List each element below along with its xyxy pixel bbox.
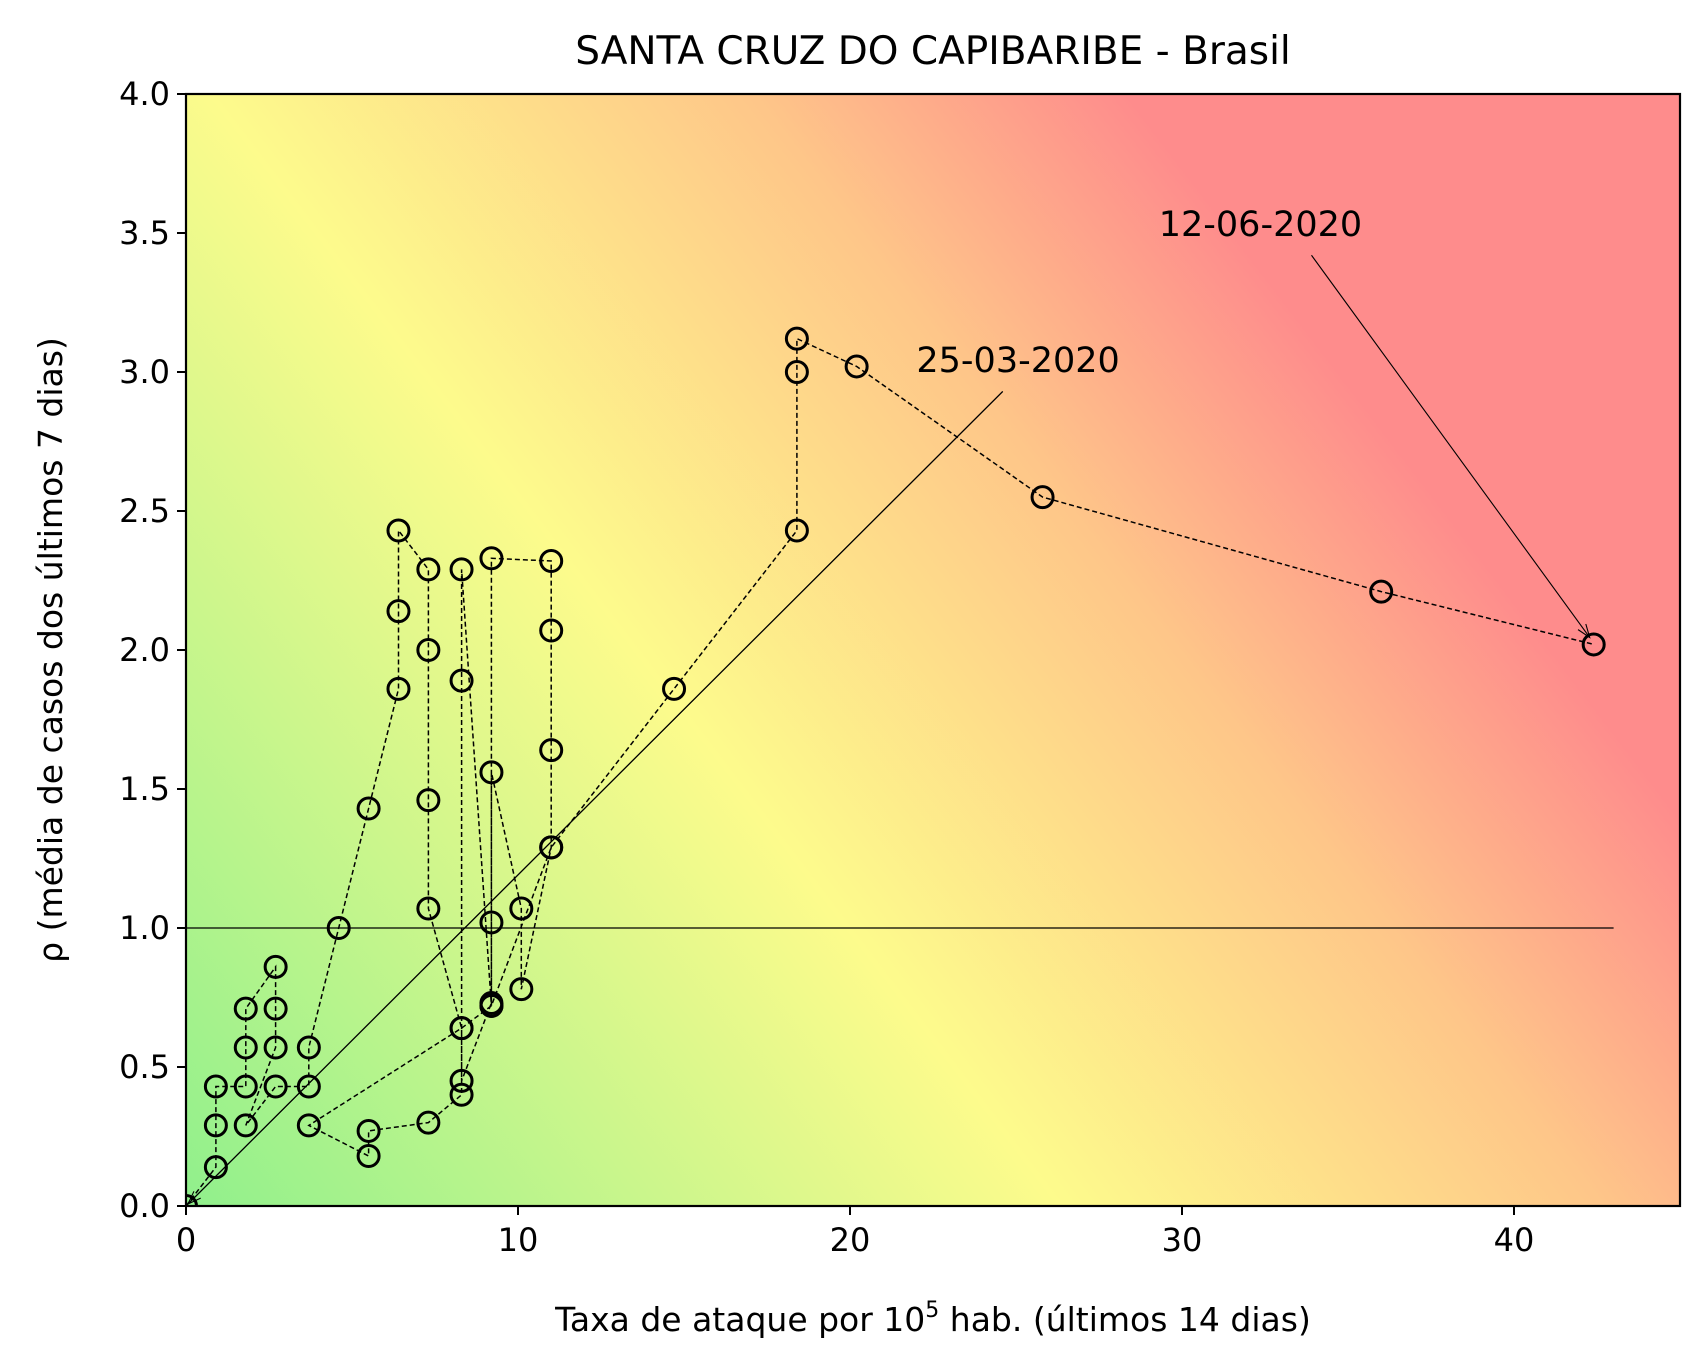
data-point (416, 1110, 441, 1135)
annotation-arrow-start-head (186, 1191, 201, 1206)
data-point (449, 1016, 474, 1041)
data-point (784, 360, 809, 384)
data-point (356, 796, 381, 821)
data-point (296, 1074, 321, 1099)
x-ticks: 0 10 20 30 40 (176, 1206, 1535, 1259)
data-point (1030, 485, 1055, 510)
data-point (539, 738, 564, 763)
x-tick-label: 0 (176, 1221, 196, 1259)
x-tick-label: 20 (830, 1221, 871, 1259)
data-point (263, 996, 288, 1021)
data-point (479, 910, 504, 935)
data-point (416, 557, 441, 582)
data-point (509, 896, 534, 921)
data-point (416, 788, 441, 813)
annotation-arrow-end (1311, 254, 1591, 638)
annotation-end-date: 12-06-2020 (1159, 205, 1362, 245)
data-point (296, 1035, 321, 1060)
series-line (186, 337, 1594, 1206)
data-point (356, 1143, 381, 1168)
data-point (203, 1113, 228, 1138)
data-point (449, 557, 474, 582)
y-tick-label: 2.5 (119, 492, 170, 530)
x-tick-label: 10 (498, 1221, 539, 1259)
data-point (539, 835, 564, 860)
y-ticks: 0.0 0.5 1.0 1.5 2.0 2.5 3.0 3.5 4.0 (119, 75, 186, 1225)
y-axis-label: ρ (média de casos dos últimos 7 dias) (31, 337, 70, 963)
data-point (539, 549, 564, 574)
data-point (416, 896, 441, 921)
annotations: 25-03-2020 12-06-2020 (186, 205, 1591, 1206)
data-point (539, 618, 564, 643)
x-axis-label-rest: hab. (últimos 14 dias) (939, 1300, 1311, 1339)
data-point (203, 1074, 228, 1099)
y-tick-label: 0.0 (119, 1187, 170, 1225)
x-tick-label: 30 (1162, 1221, 1203, 1259)
data-point (386, 599, 411, 624)
data-point (449, 1068, 474, 1093)
data-point (844, 354, 869, 379)
plot-background (186, 94, 1680, 1206)
data-point (784, 326, 809, 351)
data-point (449, 1082, 474, 1107)
x-tick-label: 40 (1494, 1221, 1535, 1259)
x-axis-label-main: Taxa de ataque por 10 (554, 1300, 925, 1339)
data-point (1581, 632, 1606, 657)
annotation-arrow-end-head (1577, 623, 1591, 639)
x-axis-label-sup: 5 (925, 1298, 939, 1323)
data-point (203, 1155, 228, 1180)
annotation-start-date: 25-03-2020 (916, 341, 1119, 381)
data-point (1369, 579, 1394, 604)
chart-title: SANTA CRUZ DO CAPIBARIBE - Brasil (575, 29, 1291, 74)
y-tick-label: 3.0 (119, 353, 170, 391)
y-tick-label: 4.0 (119, 75, 170, 113)
y-tick-label: 2.0 (119, 631, 170, 669)
data-point (449, 668, 474, 693)
data-point (416, 638, 441, 662)
data-point (662, 676, 687, 701)
y-tick-label: 1.5 (119, 770, 170, 808)
data-point (479, 993, 504, 1018)
data-point (263, 1074, 288, 1099)
data-point (386, 518, 411, 543)
y-tick-label: 0.5 (119, 1048, 170, 1086)
data-point (263, 1035, 288, 1060)
y-tick-label: 1.0 (119, 909, 170, 947)
data-point (479, 546, 504, 571)
data-point (233, 1035, 258, 1060)
data-point (326, 916, 351, 940)
data-point (509, 977, 534, 1002)
data-point (479, 760, 504, 785)
data-point (233, 996, 258, 1021)
y-tick-label: 3.5 (119, 214, 170, 252)
x-axis-label: Taxa de ataque por 105 hab. (últimos 14 … (554, 1298, 1311, 1339)
data-point (784, 518, 809, 543)
data-point (386, 676, 411, 701)
annotation-arrow-start (187, 391, 1004, 1205)
data-point (263, 954, 288, 979)
data-point (233, 1113, 258, 1138)
data-point (296, 1113, 321, 1138)
data-point (233, 1074, 258, 1099)
data-point (356, 1118, 381, 1143)
